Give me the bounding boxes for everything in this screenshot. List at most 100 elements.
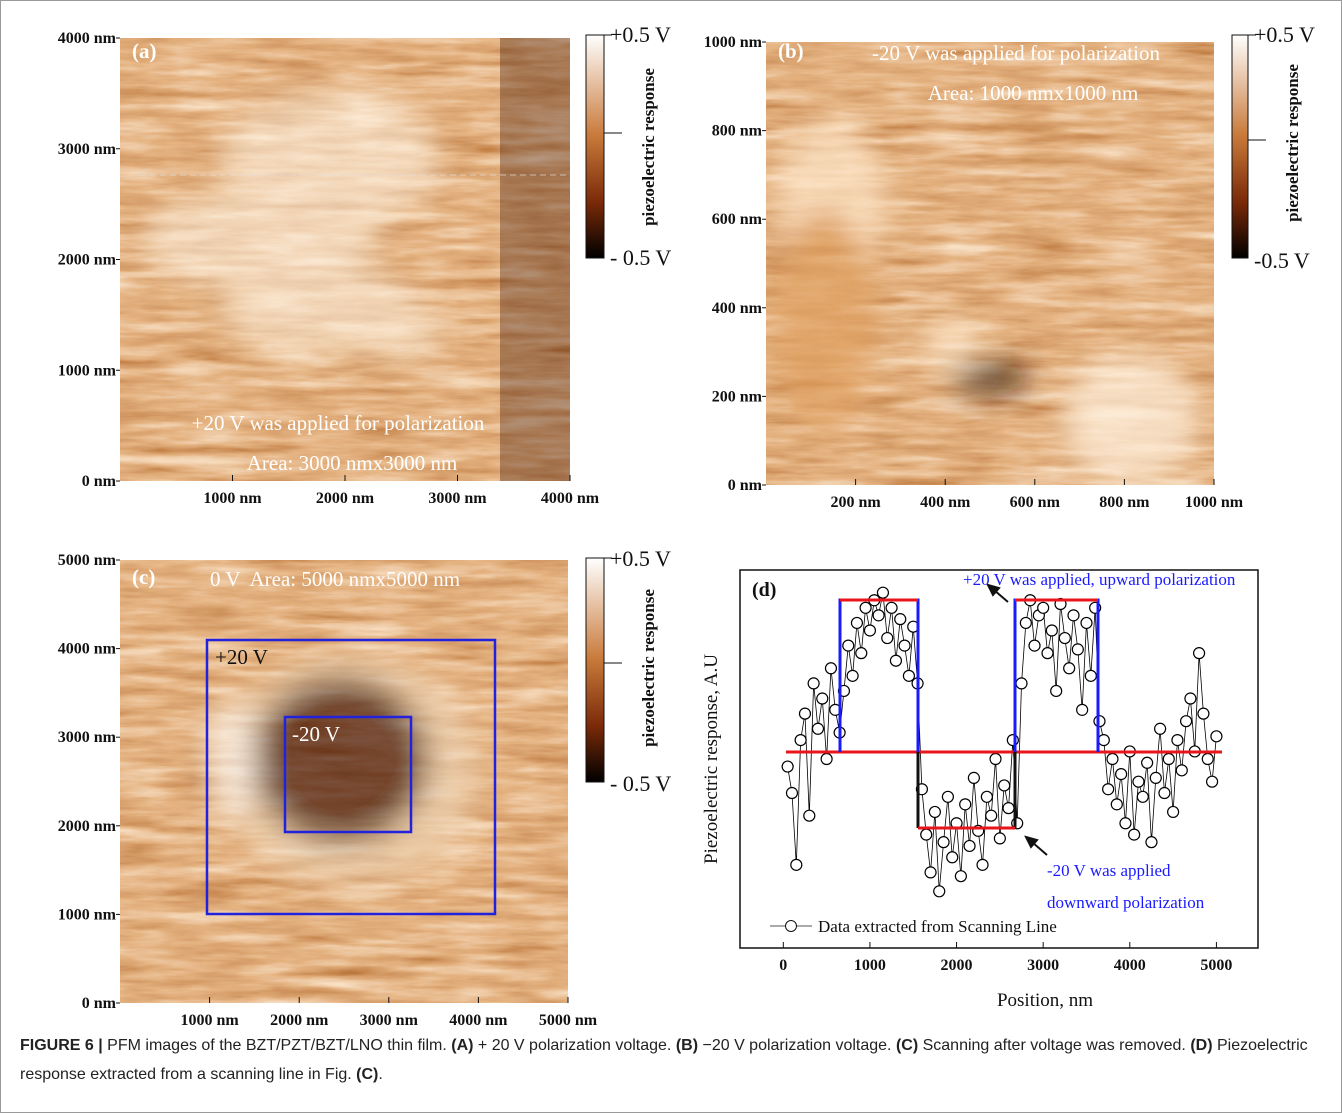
annotation: downward polarization (1047, 893, 1205, 912)
data-point (1154, 722, 1167, 735)
y-tick-label: 600 nm (712, 211, 763, 228)
y-tick-label: 1000 nm (58, 362, 117, 379)
data-point (1136, 790, 1149, 803)
annotation: +20 V (215, 645, 268, 669)
data-point (1097, 733, 1110, 747)
data-point (816, 692, 829, 705)
colorbar-title: piezoelectric response (639, 68, 658, 226)
colorbar-max: +0.5 V (610, 22, 671, 47)
afm-image-c (120, 560, 568, 1003)
data-point (820, 752, 833, 766)
data-point (946, 851, 959, 864)
data-point (1205, 775, 1219, 788)
data-point (1128, 828, 1141, 841)
x-tick-label: 4000 nm (541, 490, 600, 507)
data-point (811, 722, 825, 735)
panel-label: (c) (132, 565, 155, 589)
guide-lines (786, 598, 1222, 830)
data-point (1002, 802, 1015, 815)
data-point (976, 858, 989, 871)
arrows (986, 583, 1048, 856)
data-point (889, 654, 903, 667)
data-point (859, 601, 872, 614)
colorbar-max: +0.5 V (1254, 22, 1315, 47)
y-tick-label: 1000 nm (704, 34, 763, 51)
data-point (1162, 752, 1175, 766)
data-point (1006, 733, 1019, 747)
x-tick-label: 1000 nm (180, 1012, 239, 1029)
data-point (924, 866, 937, 879)
data-point (928, 805, 941, 819)
data-point (1050, 684, 1063, 698)
x-tick-label: 400 nm (920, 494, 971, 511)
colorbar-max: +0.5 V (610, 546, 671, 571)
data-point (1058, 631, 1071, 645)
x-tick-label: 1000 (854, 957, 886, 974)
x-tick-label: 800 nm (1099, 494, 1150, 511)
data-point (803, 809, 816, 822)
data-point (1145, 836, 1158, 849)
annotation: Area: 3000 nmx3000 nm (247, 451, 458, 475)
x-axis-label: Position, nm (997, 990, 1093, 1011)
caption-segment: (A) (451, 1037, 474, 1054)
data-point (1041, 647, 1054, 660)
colorbar-title: piezoelectric response (1283, 64, 1302, 222)
data-line (787, 592, 1217, 892)
panel-label: (a) (132, 39, 157, 63)
data-point (920, 828, 933, 841)
data-point (863, 624, 877, 637)
annotation: -20 V (292, 722, 340, 746)
y-tick-label: 800 nm (712, 123, 763, 140)
y-tick-label: 5000 nm (58, 552, 117, 569)
data-point (989, 752, 1002, 766)
afm-image-b (766, 42, 1214, 485)
caption: FIGURE 6 | PFM images of the BZT/PZT/BZT… (20, 1031, 1320, 1089)
caption-segment: Scanning after voltage was removed. (918, 1037, 1191, 1054)
x-tick-label: 600 nm (1010, 494, 1061, 511)
y-tick-label: 400 nm (712, 300, 763, 317)
y-axis-label: Piezoelectric response, A.U (701, 654, 722, 864)
data-point (894, 613, 907, 626)
data-point (1197, 707, 1210, 720)
data-point (1110, 798, 1123, 811)
data-point (794, 733, 807, 747)
colorbar-c (585, 557, 622, 783)
annotation: -20 V was applied (1047, 861, 1171, 880)
y-tick-label: 0 nm (728, 477, 763, 494)
caption-segment: −20 V polarization voltage. (698, 1037, 896, 1054)
data-points (781, 586, 1223, 898)
colorbar-min: - 0.5 V (610, 771, 671, 796)
caption-segment: (B) (675, 1037, 699, 1054)
data-point (1071, 643, 1084, 656)
data-point (1149, 771, 1162, 785)
caption-segment: (C) (356, 1066, 379, 1083)
x-tick-label: 3000 (1027, 957, 1059, 974)
data-point (1115, 768, 1128, 781)
y-tick-label: 2000 nm (58, 818, 117, 835)
data-point (1076, 703, 1089, 716)
caption-segment: (C) (895, 1037, 919, 1054)
caption-segment: PFM images of the BZT/PZT/BZT/LNO thin f… (102, 1037, 452, 1054)
data-point (937, 836, 950, 849)
annotation: +20 V was applied, upward polarization (963, 570, 1236, 589)
data-point (881, 631, 894, 645)
data-point (967, 771, 980, 785)
data-point (998, 779, 1011, 792)
data-point (1102, 783, 1115, 796)
data-point (790, 858, 803, 871)
panel-label: (b) (778, 39, 804, 63)
y-tick-label: 4000 nm (58, 641, 117, 658)
data-point (1192, 647, 1206, 660)
data-point (1171, 733, 1184, 747)
data-point (1201, 752, 1214, 766)
legend: Data extracted from Scanning Line (770, 917, 1057, 936)
data-point (846, 669, 859, 682)
data-point (1015, 677, 1028, 690)
x-tick-label: 4000 (1114, 957, 1146, 974)
y-tick-label: 0 nm (82, 995, 117, 1012)
data-point (1210, 730, 1223, 743)
x-tick-label: 3000 nm (428, 490, 487, 507)
data-point (941, 790, 954, 803)
